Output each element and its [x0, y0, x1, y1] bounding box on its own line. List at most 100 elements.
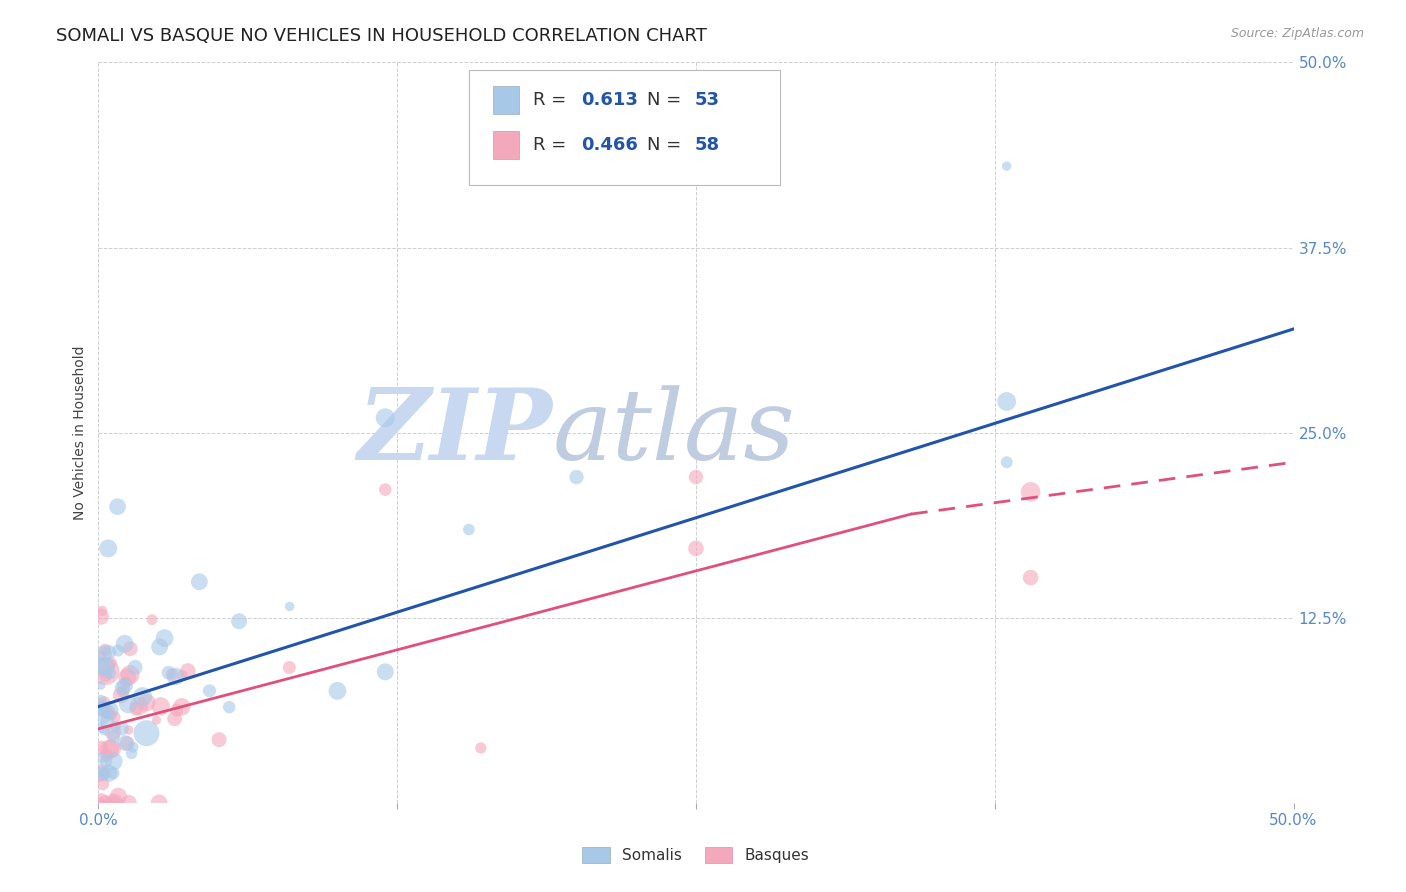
Point [131, 690, 153, 704]
Point [94, 642, 117, 657]
Point [374, 483, 396, 497]
Text: atlas: atlas [553, 385, 796, 480]
Point [145, 713, 167, 727]
Point [100, 741, 122, 756]
Point [120, 641, 142, 656]
Point [96, 707, 118, 722]
Point [458, 523, 481, 537]
Point [90, 740, 112, 755]
Point [103, 755, 125, 769]
Point [117, 736, 139, 750]
Point [565, 470, 588, 484]
Point [170, 699, 193, 714]
Text: R =: R = [533, 136, 572, 153]
Point [96, 748, 118, 763]
Point [90, 765, 112, 780]
Point [177, 664, 200, 678]
Point [103, 730, 125, 744]
Point [90, 648, 112, 663]
Point [228, 614, 250, 628]
Point [157, 665, 180, 680]
Point [114, 675, 136, 690]
Point [128, 699, 150, 714]
Point [103, 796, 125, 810]
Point [995, 394, 1018, 409]
Text: 0.466: 0.466 [581, 136, 638, 153]
Point [98, 703, 121, 717]
Point [111, 722, 134, 736]
Point [107, 643, 129, 657]
Point [94, 668, 117, 682]
Point [114, 736, 136, 750]
Point [91, 777, 114, 791]
Point [107, 500, 129, 514]
Point [91, 604, 114, 618]
Point [208, 732, 231, 747]
Point [90, 700, 112, 714]
Point [135, 696, 157, 710]
Point [94, 796, 117, 810]
Point [166, 703, 188, 717]
Point [90, 722, 112, 736]
Text: 58: 58 [695, 136, 720, 153]
Point [98, 645, 121, 659]
FancyBboxPatch shape [470, 70, 780, 185]
Point [100, 708, 122, 723]
Point [118, 723, 141, 737]
Point [160, 667, 183, 681]
Point [117, 670, 139, 684]
Point [93, 703, 115, 717]
Point [198, 683, 221, 698]
Point [96, 714, 118, 729]
Point [111, 681, 134, 695]
Point [685, 541, 707, 556]
Point [94, 660, 117, 674]
Point [90, 609, 112, 624]
Legend: Somalis, Basques: Somalis, Basques [576, 841, 815, 869]
Text: 0.613: 0.613 [581, 91, 638, 109]
Point [107, 789, 129, 804]
Point [153, 631, 176, 645]
Text: N =: N = [647, 91, 688, 109]
Point [685, 470, 707, 484]
Point [94, 665, 117, 679]
Point [163, 712, 186, 726]
Point [995, 455, 1018, 469]
Point [121, 747, 143, 761]
Point [278, 599, 301, 614]
Point [104, 710, 127, 724]
Point [149, 640, 172, 654]
Point [218, 700, 240, 714]
Point [125, 702, 148, 716]
Point [110, 688, 132, 702]
Point [90, 766, 112, 780]
Point [94, 766, 117, 780]
Point [118, 667, 141, 681]
Point [90, 659, 112, 673]
Point [117, 697, 139, 711]
Point [93, 647, 115, 661]
Point [124, 660, 146, 674]
Point [90, 796, 112, 810]
Point [93, 695, 115, 709]
Point [995, 159, 1018, 173]
Text: Source: ZipAtlas.com: Source: ZipAtlas.com [1230, 27, 1364, 40]
Point [122, 740, 145, 755]
Point [97, 541, 120, 556]
Point [90, 709, 112, 723]
Point [103, 796, 125, 810]
Point [98, 742, 121, 756]
Point [1019, 571, 1042, 585]
Point [90, 699, 112, 714]
Point [374, 410, 396, 425]
Point [135, 726, 157, 740]
Point [188, 574, 211, 589]
Bar [494, 130, 519, 159]
Text: N =: N = [647, 136, 688, 153]
Point [91, 766, 114, 780]
Point [97, 766, 120, 780]
Point [118, 796, 141, 810]
Point [114, 679, 136, 693]
Point [165, 669, 187, 683]
Point [90, 796, 112, 810]
